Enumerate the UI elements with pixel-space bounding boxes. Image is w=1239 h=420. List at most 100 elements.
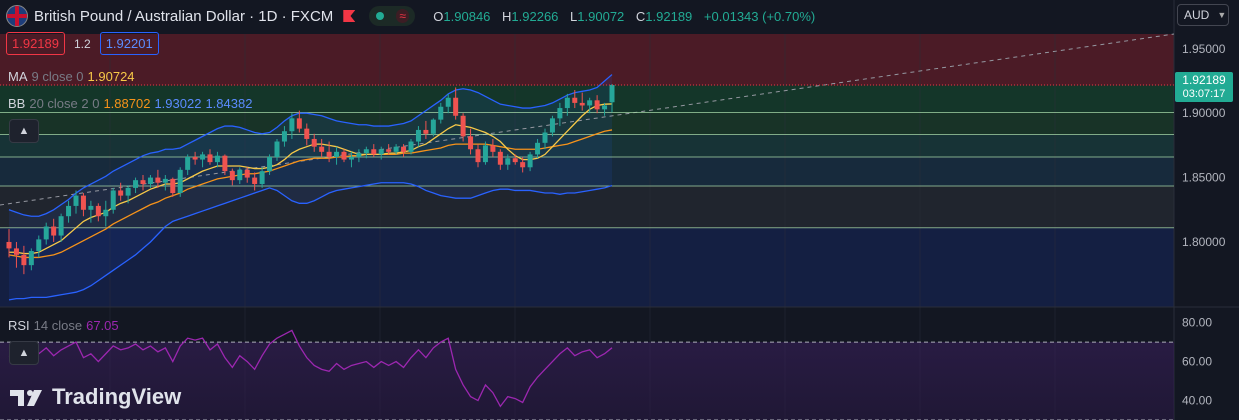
candle-body-18[interactable] — [140, 180, 146, 185]
candle-body-45[interactable] — [341, 151, 347, 160]
candle-body-33[interactable] — [252, 177, 258, 185]
candle-body-79[interactable] — [594, 100, 600, 110]
candle-body-51[interactable] — [386, 149, 392, 152]
candle-body-81[interactable] — [609, 84, 615, 103]
candle-body-2[interactable] — [21, 254, 27, 266]
candle-body-74[interactable] — [557, 108, 563, 119]
candles[interactable] — [6, 83, 615, 275]
sell-button[interactable]: 1.92189 — [6, 32, 65, 55]
candle-body-57[interactable] — [430, 119, 436, 134]
candle-body-49[interactable] — [371, 149, 377, 155]
candle-body-25[interactable] — [192, 156, 198, 160]
candle-body-34[interactable] — [259, 171, 265, 185]
candle-body-29[interactable] — [222, 155, 228, 172]
candle-body-22[interactable] — [170, 178, 176, 194]
candle-body-7[interactable] — [58, 216, 64, 236]
candle-body-6[interactable] — [51, 226, 57, 236]
candle-body-5[interactable] — [43, 226, 49, 240]
symbol-title[interactable]: British Pound / Australian Dollar · 1D ·… — [34, 7, 334, 25]
ma-legend[interactable]: MA 9 close 0 1.90724 — [8, 69, 135, 84]
rsi-legend[interactable]: RSI 14 close 67.05 — [8, 318, 119, 333]
buy-button[interactable]: 1.92201 — [99, 32, 159, 55]
tradingview-logo[interactable]: TradingView — [10, 384, 181, 410]
trend-line[interactable] — [0, 33, 1175, 206]
candle-body-56[interactable] — [423, 129, 429, 134]
candle-body-76[interactable] — [572, 97, 578, 103]
candle-body-60[interactable] — [453, 97, 459, 116]
currency-selector[interactable]: AUD ▼ — [1177, 4, 1229, 26]
candle-body-66[interactable] — [497, 151, 503, 165]
candle-body-61[interactable] — [460, 115, 466, 137]
candle-body-10[interactable] — [80, 195, 86, 210]
candle-body-58[interactable] — [438, 106, 444, 120]
candle-body-32[interactable] — [244, 169, 250, 178]
candle-body-62[interactable] — [468, 136, 474, 150]
candle-body-43[interactable] — [326, 151, 332, 157]
candle-body-12[interactable] — [95, 205, 101, 217]
candle-body-67[interactable] — [505, 158, 511, 165]
candle-body-35[interactable] — [267, 156, 273, 172]
candle-body-53[interactable] — [401, 146, 407, 152]
candle-body-11[interactable] — [88, 205, 94, 210]
candle-body-13[interactable] — [103, 209, 109, 217]
candle-body-80[interactable] — [602, 105, 608, 110]
candle-body-9[interactable] — [73, 195, 79, 206]
candle-body-38[interactable] — [289, 118, 295, 132]
candle-body-70[interactable] — [527, 154, 533, 168]
candle-body-63[interactable] — [475, 149, 481, 163]
candle-body-28[interactable] — [214, 155, 220, 163]
ohlc-open: 1.90846 — [443, 8, 491, 24]
market-status-pill[interactable]: ≈ — [369, 6, 416, 26]
market-flag-icon[interactable] — [343, 10, 356, 22]
candle-body-15[interactable] — [118, 190, 124, 196]
candle-body-47[interactable] — [356, 153, 362, 157]
rsi-pane[interactable]: 80.00 60.00 40.00 — [0, 316, 1212, 420]
candle-body-0[interactable] — [6, 241, 12, 249]
candle-body-50[interactable] — [378, 149, 384, 155]
candle-body-17[interactable] — [133, 180, 139, 188]
candle-body-23[interactable] — [177, 169, 183, 194]
price-axis[interactable]: 1.95000 1.90000 1.85000 1.80000 — [1182, 42, 1226, 249]
candle-body-36[interactable] — [274, 141, 280, 157]
candle-body-54[interactable] — [408, 141, 414, 152]
candle-body-55[interactable] — [415, 129, 421, 142]
candle-body-40[interactable] — [304, 128, 310, 139]
candle-body-24[interactable] — [185, 156, 191, 170]
candle-body-64[interactable] — [482, 145, 488, 163]
candle-body-19[interactable] — [147, 177, 153, 185]
candle-body-48[interactable] — [363, 149, 369, 154]
candle-body-41[interactable] — [311, 138, 317, 147]
candle-body-72[interactable] — [542, 132, 548, 143]
candle-body-14[interactable] — [110, 190, 116, 210]
candle-body-71[interactable] — [535, 142, 541, 155]
candle-body-69[interactable] — [520, 162, 526, 168]
candle-body-42[interactable] — [319, 146, 325, 152]
candle-body-30[interactable] — [229, 171, 235, 181]
candle-body-78[interactable] — [587, 100, 593, 106]
candle-body-59[interactable] — [445, 97, 451, 107]
candle-body-1[interactable] — [13, 248, 19, 255]
candle-body-68[interactable] — [512, 158, 518, 163]
candle-body-31[interactable] — [237, 169, 243, 181]
candle-body-27[interactable] — [207, 154, 213, 163]
candle-body-46[interactable] — [348, 156, 354, 160]
candle-body-77[interactable] — [579, 102, 585, 106]
bb-legend[interactable]: BB 20 close 2 0 1.88702 1.93022 1.84382 — [8, 96, 252, 111]
candle-body-75[interactable] — [564, 97, 570, 109]
candle-body-3[interactable] — [28, 250, 34, 266]
collapse-rsi-legend-button[interactable]: ▲ — [9, 341, 39, 365]
candle-body-52[interactable] — [393, 146, 399, 152]
candle-body-73[interactable] — [549, 118, 555, 133]
collapse-legend-button[interactable]: ▲ — [9, 119, 39, 143]
candle-body-8[interactable] — [66, 205, 72, 217]
candle-body-26[interactable] — [200, 154, 206, 160]
candle-body-21[interactable] — [162, 178, 168, 183]
candle-body-4[interactable] — [36, 239, 42, 251]
candle-body-16[interactable] — [125, 187, 131, 196]
candle-body-37[interactable] — [281, 131, 287, 142]
candle-body-39[interactable] — [296, 118, 302, 129]
candle-body-65[interactable] — [490, 145, 496, 152]
candle-body-20[interactable] — [155, 177, 161, 183]
candle-body-44[interactable] — [334, 151, 340, 157]
